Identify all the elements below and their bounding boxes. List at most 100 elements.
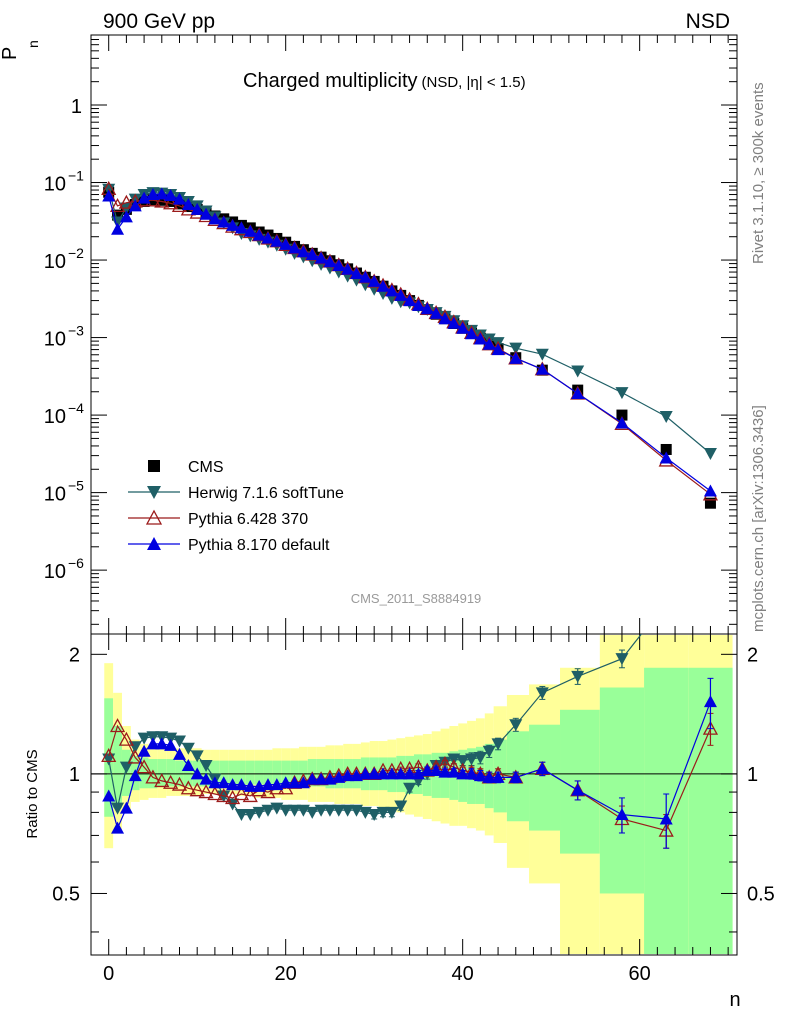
top-point-pythia8 (491, 343, 505, 356)
top-ylabel-sub: n (25, 40, 41, 48)
top-point-cms (704, 497, 716, 509)
top-point-pythia8 (447, 316, 461, 329)
top-point-pythia8 (385, 284, 399, 297)
top-point-pythia8 (358, 270, 372, 283)
ratio-point-pythia6 (233, 786, 250, 801)
top-point-pythia8 (323, 255, 337, 268)
ratio-point-pythia8 (403, 767, 417, 780)
ratio-point-pythia6 (702, 720, 719, 735)
top-point-pythia8 (703, 484, 717, 497)
ratio-point-pythia8 (243, 779, 257, 792)
top-point-pythia8 (270, 234, 284, 247)
ratio-point-pythia8 (172, 747, 186, 760)
top-point-pythia8 (172, 192, 186, 205)
top-ytick-label: 10 (44, 561, 66, 583)
ratio-ytick-label-right: 0.5 (747, 883, 775, 905)
ratio-point-pythia6 (198, 784, 214, 799)
ratio-ytick-label-right: 1 (747, 764, 758, 786)
legend-marker-pythia (145, 509, 163, 525)
ratio-point-pythia6 (154, 773, 170, 788)
chart-subtitle: (NSD, |η| < 1.5) (422, 74, 526, 91)
top-point-pythia8 (465, 327, 479, 340)
ratio-point-pythia8 (164, 738, 178, 751)
top-point-pythia8 (615, 416, 629, 429)
top-point-herwig (703, 447, 717, 460)
top-ytick-base: 10 (44, 484, 66, 506)
ratio-point-pythia8 (155, 737, 169, 750)
band-stat-7 (166, 759, 176, 787)
ratio-point-pythia6 (127, 749, 143, 764)
top-ylabel-main: P (0, 47, 21, 60)
mcplots-label: mcplots.cern.ch [arXiv:1306.3436] (750, 405, 767, 632)
ratio-point-pythia8 (535, 762, 549, 775)
ratio-point-pythia8 (447, 765, 461, 778)
ratio-point-pythia8 (226, 778, 240, 791)
ratio-ylabel: Ratio to CMS (24, 749, 41, 838)
ratio-point-herwig (482, 745, 496, 758)
x-tick-label: 40 (452, 963, 474, 985)
ratio-point-pythia8 (261, 778, 275, 791)
top-point-pythia8 (288, 241, 302, 254)
top-point-pythia8 (155, 187, 169, 200)
top-point-pythia8 (332, 259, 346, 272)
legend-label-pythia: Pythia 8.170 default (188, 537, 330, 554)
top-point-pythia8 (456, 321, 470, 334)
band-stat-13 (219, 760, 229, 785)
ratio-point-pythia8 (420, 763, 434, 776)
ratio-point-pythia8 (509, 770, 523, 783)
top-ytick-label: 10 (44, 174, 66, 196)
top-point-pythia8 (208, 212, 222, 225)
ratio-series (101, 634, 719, 849)
ratio-ytick-label: 0.5 (52, 883, 80, 905)
ratio-point-herwig (473, 751, 487, 764)
legend-label-herwig: Herwig 7.1.6 softTune (188, 485, 344, 502)
ratio-point-pythia8 (128, 769, 142, 782)
top-ytick-exp: −2 (68, 245, 84, 261)
ratio-point-herwig (332, 804, 346, 817)
top-point-pythia8 (403, 294, 417, 307)
ratio-point-pythia8 (305, 772, 319, 785)
top-point-pythia8 (394, 288, 408, 301)
legend-marker-herwig (147, 486, 161, 499)
top-point-pythia8 (261, 231, 275, 244)
top-point-pythia8 (341, 262, 355, 275)
ratio-point-pythia6 (180, 780, 196, 795)
legend-label-cms: CMS (188, 459, 224, 476)
ratio-point-pythia8 (659, 812, 673, 825)
top-point-herwig (535, 348, 549, 361)
ratio-point-herwig (376, 806, 390, 819)
top-ytick-label: 10 (44, 329, 66, 351)
top-point-pythia8 (420, 302, 434, 315)
band-stat-16 (245, 760, 255, 785)
top-point-pythia8 (128, 199, 142, 212)
top-point-cms (112, 209, 124, 221)
ratio-point-pythia8 (119, 801, 133, 814)
top-point-pythia8 (296, 245, 310, 258)
ratio-point-herwig (509, 719, 523, 732)
top-point-pythia8 (429, 306, 443, 319)
process-label: NSD (686, 10, 730, 33)
legend-marker-pythia (147, 537, 161, 550)
ratio-point-pythia8 (376, 767, 390, 780)
ratio-point-herwig (341, 804, 355, 817)
ratio-point-pythia8 (703, 695, 717, 708)
ratio-point-herwig (146, 731, 160, 744)
ratio-point-pythia6 (207, 786, 223, 801)
ratio-point-herwig (252, 806, 266, 819)
ratio-point-herwig (367, 809, 381, 822)
ratio-point-pythia6 (145, 769, 161, 784)
ratio-point-pythia8 (571, 783, 585, 796)
band-stat-17 (254, 760, 264, 785)
top-point-pythia8 (482, 337, 496, 350)
ratio-point-pythia8 (137, 744, 151, 757)
ratio-point-pythia8 (341, 769, 355, 782)
top-point-pythia6 (118, 194, 134, 209)
top-point-pythia8 (190, 202, 204, 215)
top-line-pythia6 (108, 188, 711, 495)
ratio-point-herwig (535, 687, 549, 700)
ratio-point-pythia8 (234, 778, 248, 791)
ratio-point-pythia8 (358, 767, 372, 780)
ratio-point-pythia8 (385, 767, 399, 780)
band-stat-19 (272, 760, 282, 785)
band-stat-1 (113, 725, 122, 809)
